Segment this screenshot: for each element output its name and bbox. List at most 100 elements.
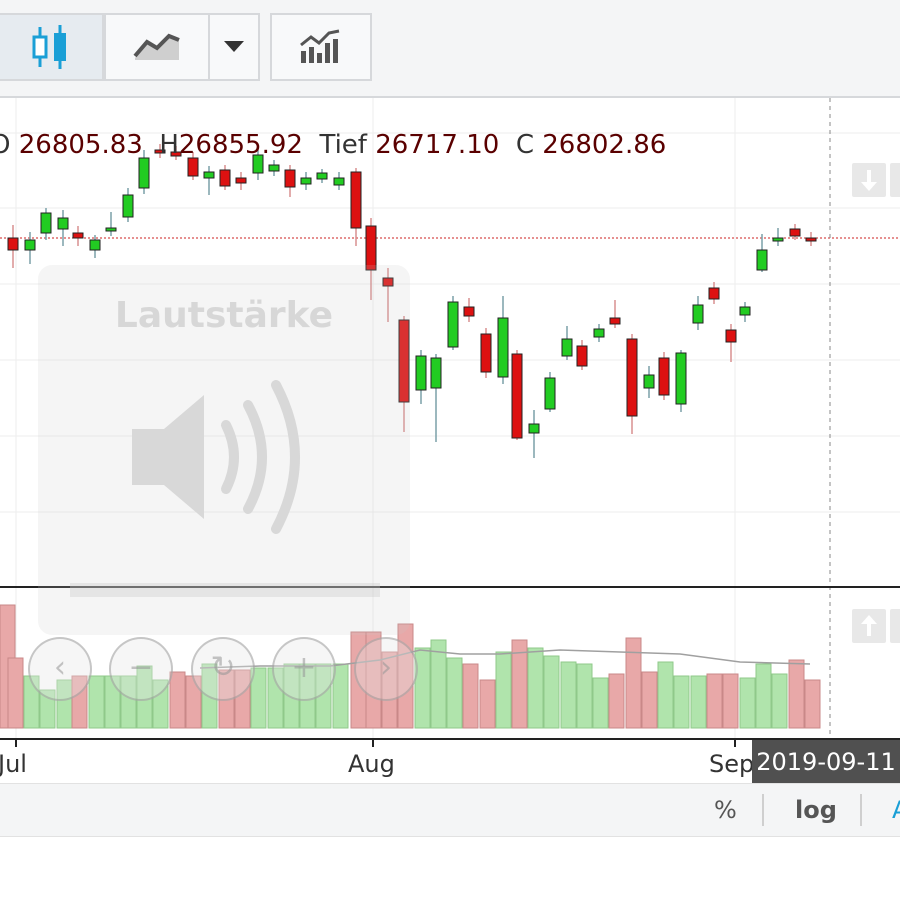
candle-body (497, 317, 509, 378)
pane-side-button[interactable] (890, 163, 900, 197)
volume-bar (673, 675, 690, 729)
scroll-left-button[interactable]: ‹ (28, 637, 92, 701)
volume-level-track (70, 583, 380, 597)
volume-bar (804, 679, 821, 729)
x-axis-label-jul: Jul (0, 750, 27, 778)
volume-bar (755, 663, 772, 729)
candle-body (643, 374, 655, 389)
candle-body (675, 352, 687, 405)
volume-hud-title: Lautstärke (114, 295, 334, 336)
candle-body (739, 306, 751, 316)
candle-body (658, 357, 670, 396)
candle-body (365, 225, 377, 271)
volume-bar (722, 673, 739, 729)
candle-body (252, 154, 264, 174)
candle-body (692, 304, 704, 324)
expand-pane-button[interactable] (852, 609, 886, 643)
volume-bar (641, 671, 658, 729)
candle-body (463, 306, 475, 317)
candle-body (105, 227, 117, 232)
candle-body (528, 423, 540, 434)
volume-bar (462, 663, 479, 729)
x-axis-label-sep: Sep (709, 750, 755, 778)
candle-body (235, 177, 247, 184)
volume-bar (788, 659, 805, 729)
candle-body (122, 194, 134, 218)
candle-body (284, 169, 296, 188)
volume-bar (771, 673, 788, 729)
volume-side-button[interactable] (890, 609, 900, 643)
ohlc-legend: O 26805.83 H26855.92 Tief 26717.10 C 268… (0, 130, 666, 160)
volume-bar (690, 675, 707, 729)
volume-bar (446, 657, 463, 729)
volume-bar (169, 671, 186, 729)
volume-bar (250, 667, 267, 729)
candlestick-chart-icon (32, 25, 66, 69)
candle-body (333, 177, 345, 186)
volume-bar (430, 639, 447, 729)
reset-button[interactable]: ↻ (191, 637, 255, 701)
percent-scale-button[interactable]: % (714, 796, 737, 824)
bar-chart-button[interactable] (270, 13, 372, 81)
candle-body (415, 355, 427, 391)
candle-body (72, 232, 84, 239)
scroll-right-button[interactable]: › (354, 637, 418, 701)
volume-bar (414, 647, 431, 729)
volume-hud-overlay: Lautstärke (38, 265, 410, 635)
volume-bar (511, 639, 528, 729)
low-value: 26717.10 (375, 130, 500, 160)
x-axis-ticks (15, 739, 736, 747)
candle-body (561, 338, 573, 357)
candle-body (480, 333, 492, 373)
auto-scale-button[interactable]: A (892, 796, 900, 824)
volume-bar (592, 677, 609, 729)
volume-bar (576, 663, 593, 729)
candle-body (316, 172, 328, 180)
low-label: Tief (319, 130, 367, 160)
arrow-down-icon (861, 170, 877, 191)
candle-body (725, 329, 737, 343)
candle-body (300, 177, 312, 185)
candle-body (138, 157, 150, 189)
high-value: 26855.92 (178, 130, 303, 160)
candle-body (24, 239, 36, 251)
candle-body (576, 345, 588, 367)
area-chart-button[interactable] (104, 13, 210, 81)
chevron-down-icon (224, 41, 244, 52)
log-scale-button[interactable]: log (795, 796, 837, 824)
area-chart-icon (133, 33, 180, 60)
candle-body (382, 277, 394, 287)
volume-bar (625, 637, 642, 729)
candle-body (430, 357, 442, 389)
volume-bar (7, 657, 24, 729)
open-label: O (0, 130, 11, 160)
candle-body (170, 151, 182, 157)
candle-body (57, 217, 69, 230)
candle-body (89, 239, 101, 251)
candlestick-chart-button[interactable] (0, 13, 104, 81)
candle-body (398, 319, 410, 403)
candle-body (219, 169, 231, 187)
volume-bar (88, 675, 105, 729)
close-label: C (515, 130, 534, 160)
chart-type-dropdown[interactable] (208, 13, 260, 81)
volume-bar (739, 677, 756, 729)
candle-body (203, 171, 215, 179)
footer-separator (762, 794, 764, 826)
footer-separator (860, 794, 862, 826)
candle-body (447, 301, 459, 348)
candle-body (544, 377, 556, 410)
candle-body (708, 287, 720, 300)
volume-bar (706, 673, 723, 729)
zoom-in-button[interactable]: + (272, 637, 336, 701)
candle-body (756, 249, 768, 271)
collapse-pane-button[interactable] (852, 163, 886, 197)
candle-body (268, 164, 280, 172)
candle-body (772, 237, 784, 242)
volume-bar (657, 661, 674, 729)
bar-chart-icon (300, 29, 340, 63)
zoom-out-button[interactable]: − (109, 637, 173, 701)
volume-bar (479, 679, 496, 729)
volume-bar (543, 655, 560, 729)
candle-body (609, 317, 621, 325)
